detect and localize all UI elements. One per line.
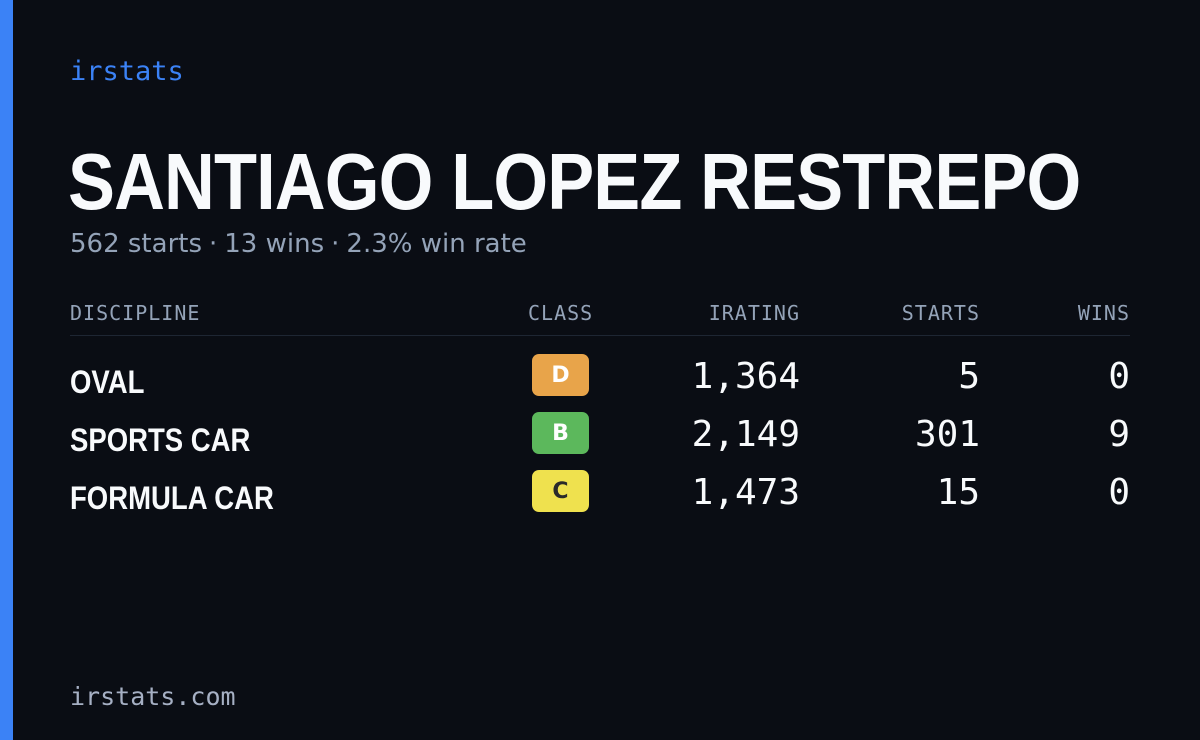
discipline-label: OVAL	[70, 364, 145, 400]
starts-value: 15	[936, 472, 980, 513]
starts-summary: 562 starts	[70, 229, 202, 259]
column-header-irating: IRATING	[708, 301, 800, 325]
win-rate-summary: 2.3% win rate	[346, 229, 527, 259]
starts-value: 301	[914, 414, 980, 455]
driver-summary: 562 starts · 13 wins · 2.3% win rate	[70, 229, 527, 259]
wins-value: 9	[1108, 414, 1130, 455]
starts-value: 5	[958, 356, 980, 397]
column-header-wins: WINS	[1077, 301, 1130, 325]
stats-table: DISCIPLINE CLASS IRATING STARTS WINS OVA…	[70, 296, 1130, 516]
discipline-label: SPORTS CAR	[70, 422, 251, 458]
table-row: OVAL D 1,364 5 0	[70, 354, 1130, 404]
accent-bar	[0, 0, 13, 740]
column-header-class: CLASS	[528, 301, 594, 325]
class-badge: B	[532, 412, 589, 454]
wins-summary: 13 wins	[224, 229, 325, 259]
irating-value: 2,149	[691, 414, 800, 455]
irating-value: 1,473	[691, 472, 800, 513]
table-row: FORMULA CAR C 1,473 15 0	[70, 470, 1130, 520]
separator: ·	[331, 229, 340, 259]
table-row: SPORTS CAR B 2,149 301 9	[70, 412, 1130, 462]
separator: ·	[209, 229, 218, 259]
column-header-starts: STARTS	[901, 301, 980, 325]
column-header-discipline: DISCIPLINE	[70, 301, 201, 325]
class-badge: D	[532, 354, 589, 396]
brand-logo: irstats	[70, 56, 184, 87]
footer-url: irstats.com	[70, 682, 236, 711]
wins-value: 0	[1108, 472, 1130, 513]
class-badge: C	[532, 470, 589, 512]
table-header: DISCIPLINE CLASS IRATING STARTS WINS	[70, 296, 1130, 336]
discipline-label: FORMULA CAR	[70, 480, 274, 516]
wins-value: 0	[1108, 356, 1130, 397]
irating-value: 1,364	[691, 356, 800, 397]
driver-name: SANTIAGO LOPEZ RESTREPO	[68, 137, 1081, 226]
